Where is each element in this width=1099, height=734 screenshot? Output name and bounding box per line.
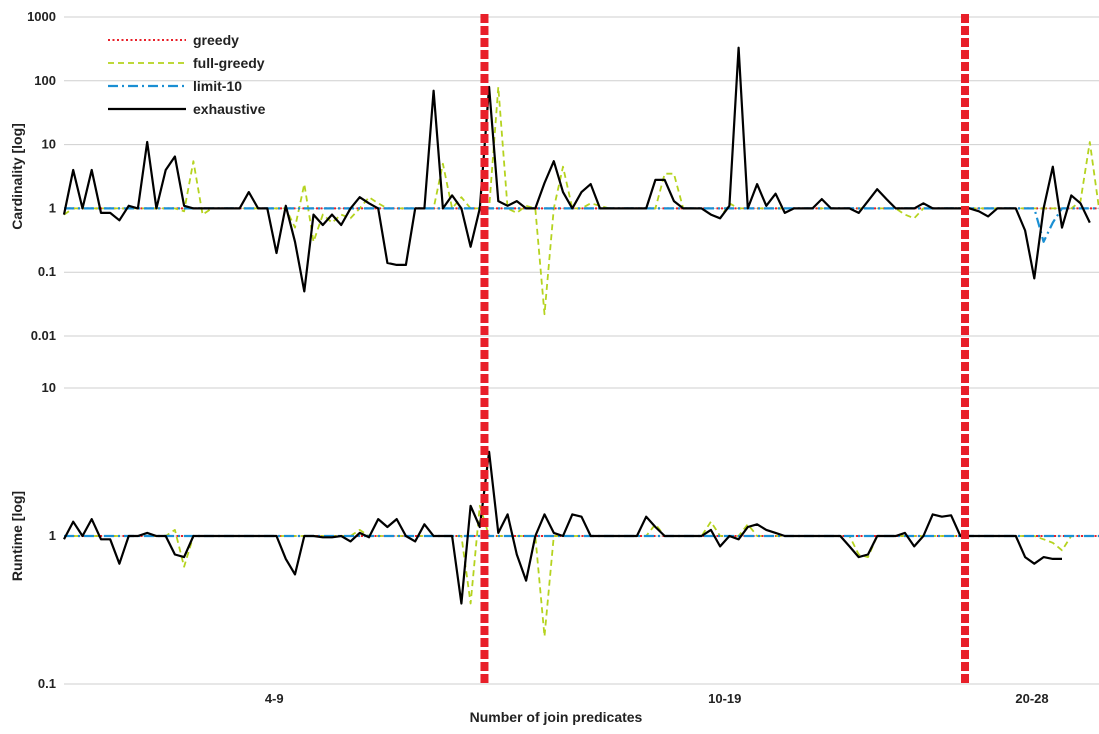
y-tick-label-panel0-1: 0.1 <box>38 264 56 279</box>
legend-label-limit-10: limit-10 <box>193 78 242 94</box>
x-group-label-2: 20-28 <box>1015 691 1048 706</box>
series-line-exhaustive-panel1 <box>63 450 1062 605</box>
y-axis-title-panel0: Cardinality [log] <box>9 123 25 230</box>
legend: greedy full-greedy limit-10 exhaustive <box>108 32 266 117</box>
y-tick-label-panel1-0: 0.1 <box>38 676 56 691</box>
gridlines <box>64 16 1099 685</box>
series-line-exhaustive-panel0 <box>62 46 1091 293</box>
y-tick-label-panel1-1: 1 <box>49 528 56 543</box>
series-layer <box>62 46 1099 638</box>
series-line-limit-10-panel0 <box>64 207 1099 243</box>
axis-titles: Cardinality [log] Runtime [log] Number of … <box>9 123 643 725</box>
legend-label-greedy: greedy <box>193 32 239 48</box>
separators <box>480 14 970 684</box>
legend-label-exhaustive: exhaustive <box>193 101 266 117</box>
series-line-full-greedy-panel0 <box>63 86 1099 316</box>
y-tick-label-panel0-0: 0.01 <box>31 328 56 343</box>
legend-label-full-greedy: full-greedy <box>193 55 265 71</box>
y-tick-label-panel1-2: 10 <box>42 380 56 395</box>
y-tick-label-panel0-5: 1000 <box>27 9 56 24</box>
y-axis-title-panel1: Runtime [log] <box>9 491 25 581</box>
x-group-label-0: 4-9 <box>265 691 284 706</box>
tick-labels: 0.01 0.1 1 10 100 1000 0.1 1 10 4-9 10-19 20-28 <box>27 9 1049 706</box>
y-tick-label-panel0-2: 1 <box>49 200 56 215</box>
y-tick-label-panel0-4: 100 <box>34 73 56 88</box>
x-axis-title: Number of join predicates <box>470 709 643 725</box>
y-tick-label-panel0-3: 10 <box>42 137 56 152</box>
x-group-label-1: 10-19 <box>708 691 741 706</box>
